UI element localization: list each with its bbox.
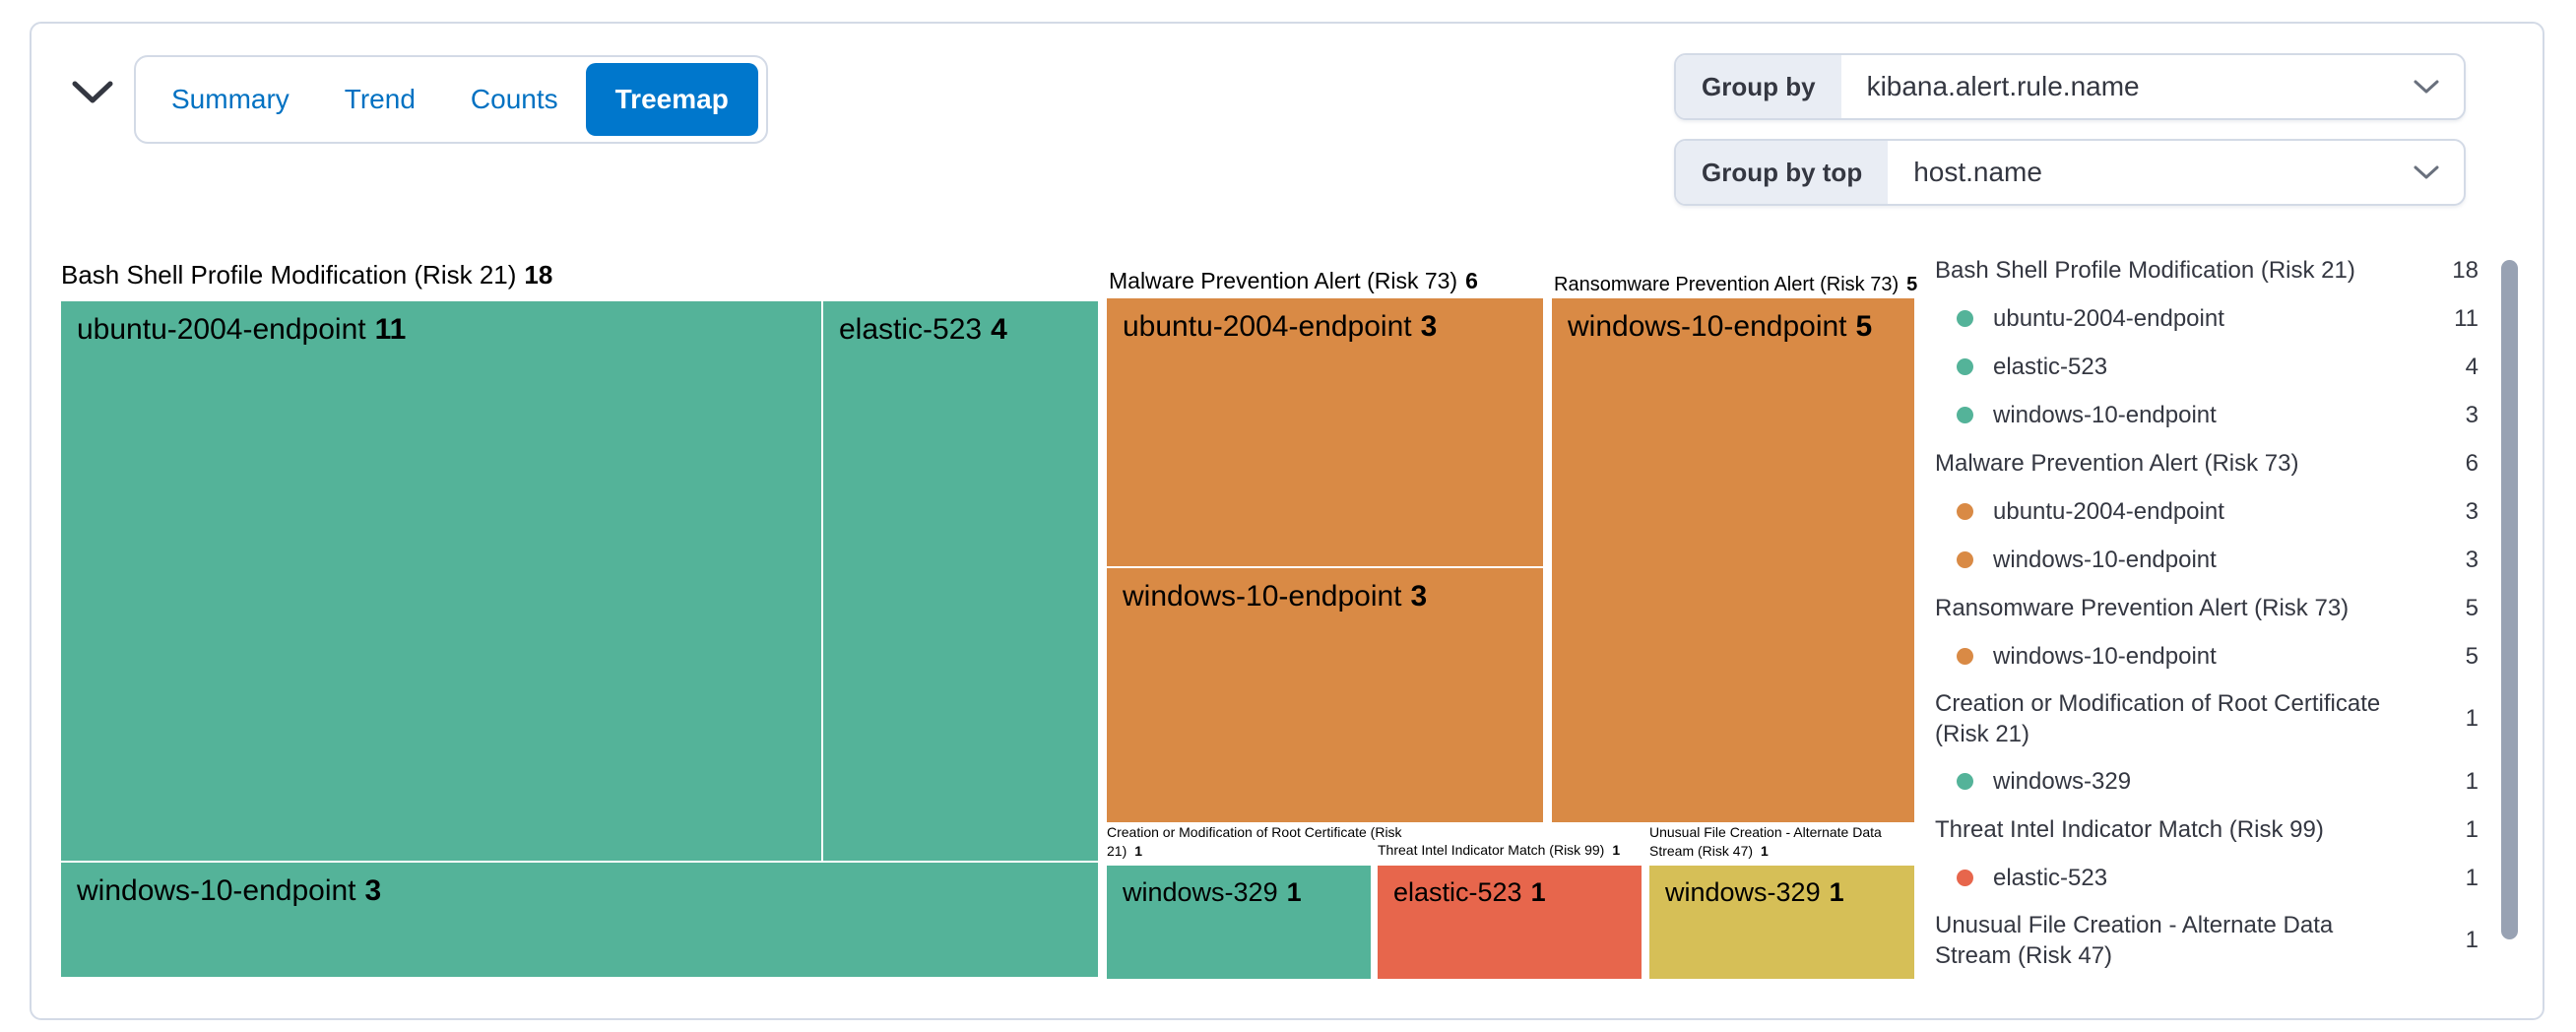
- legend-count: 1: [2465, 767, 2479, 795]
- treemap-group-header-unusual-file: Unusual File Creation - Alternate Data S…: [1649, 824, 1882, 859]
- legend-label: Creation or Modification of Root Certifi…: [1935, 690, 2381, 747]
- legend-label: windows-329: [1993, 768, 2132, 795]
- treemap-group-header-bash-shell: Bash Shell Profile Modification (Risk 21…: [61, 260, 553, 290]
- legend-dot: [1957, 503, 1973, 520]
- legend-scrollbar-thumb[interactable]: [2501, 260, 2518, 939]
- treemap-cell-malware-windows-10-endpoint[interactable]: windows-10-endpoint 3: [1107, 568, 1543, 822]
- legend-row[interactable]: Unusual File Creation - Alternate Data S…: [1935, 902, 2479, 979]
- treemap-group-header-root-certificate: Creation or Modification of Root Certifi…: [1107, 824, 1402, 859]
- legend-label: windows-10-endpoint: [1993, 643, 2217, 670]
- treemap-cell-ransomware-windows-10-endpoint[interactable]: windows-10-endpoint 5: [1552, 298, 1914, 822]
- legend-dot: [1957, 773, 1973, 790]
- legend-label: ubuntu-2004-endpoint: [1993, 305, 2224, 332]
- legend-row[interactable]: elastic-523 1: [1935, 854, 2479, 902]
- legend-dot: [1957, 870, 1973, 886]
- legend-label: windows-10-endpoint: [1993, 402, 2217, 428]
- collapse-panel-button[interactable]: [71, 79, 116, 108]
- group-by-select: Group by kibana.alert.rule.name: [1674, 53, 2466, 120]
- legend-row[interactable]: ubuntu-2004-endpoint 3: [1935, 487, 2479, 536]
- group-by-prepend-label: Group by: [1676, 55, 1841, 118]
- treemap-group-header-ransomware-prevention: Ransomware Prevention Alert (Risk 73) 5: [1554, 274, 1918, 295]
- legend-label: Malware Prevention Alert (Risk 73): [1935, 450, 2299, 477]
- legend-label: Bash Shell Profile Modification (Risk 21…: [1935, 257, 2355, 284]
- legend-count: 1: [2465, 705, 2479, 732]
- tab-counts[interactable]: Counts: [470, 84, 558, 114]
- legend-row[interactable]: windows-10-endpoint 3: [1935, 536, 2479, 584]
- group-by-top-prepend-label: Group by top: [1676, 141, 1889, 204]
- legend-row[interactable]: Threat Intel Indicator Match (Risk 99) 1: [1935, 806, 2479, 854]
- treemap-cell-malware-ubuntu-2004-endpoint[interactable]: ubuntu-2004-endpoint 3: [1107, 298, 1543, 566]
- legend-row[interactable]: windows-10-endpoint 3: [1935, 391, 2479, 439]
- legend-row[interactable]: Ransomware Prevention Alert (Risk 73) 5: [1935, 584, 2479, 632]
- legend-count: 3: [2465, 546, 2479, 573]
- tab-trend[interactable]: Trend: [344, 84, 416, 114]
- treemap-cell-bash-ubuntu-2004-endpoint[interactable]: ubuntu-2004-endpoint 11: [61, 301, 821, 861]
- treemap-legend: Bash Shell Profile Modification (Risk 21…: [1935, 246, 2479, 979]
- legend-label: ubuntu-2004-endpoint: [1993, 498, 2224, 525]
- legend-count: 3: [2465, 497, 2479, 525]
- legend-count: 11: [2454, 304, 2479, 332]
- legend-dot: [1957, 648, 1973, 665]
- treemap-cell-bash-elastic-523[interactable]: elastic-523 4: [823, 301, 1098, 861]
- legend-count: 4: [2465, 353, 2479, 380]
- group-by-selected-option: kibana.alert.rule.name: [1866, 71, 2140, 101]
- view-button-group: Summary Trend Counts Treemap: [134, 55, 768, 144]
- legend-count: 6: [2465, 449, 2479, 477]
- legend-label: Threat Intel Indicator Match (Risk 99): [1935, 816, 2324, 843]
- treemap-cell-root-certificate-windows-329[interactable]: windows-329 1: [1107, 866, 1371, 979]
- alerts-panel: Summary Trend Counts Treemap Group by ki…: [30, 22, 2544, 1020]
- legend-row[interactable]: windows-329 1: [1935, 757, 2479, 806]
- legend-row[interactable]: elastic-523 4: [1935, 343, 2479, 391]
- legend-count: 18: [2452, 256, 2479, 284]
- legend-label: Unusual File Creation - Alternate Data S…: [1935, 912, 2334, 969]
- legend-dot: [1957, 358, 1973, 375]
- treemap-cell-unusual-file-windows-329[interactable]: windows-329 1: [1649, 866, 1914, 979]
- legend-row[interactable]: Malware Prevention Alert (Risk 73) 6: [1935, 439, 2479, 487]
- legend-count: 5: [2465, 594, 2479, 621]
- legend-count: 5: [2465, 642, 2479, 670]
- legend-label: elastic-523: [1993, 354, 2108, 380]
- legend-count: 1: [2465, 815, 2479, 843]
- legend-count: 1: [2465, 927, 2479, 953]
- legend-count: 3: [2465, 401, 2479, 428]
- tab-treemap[interactable]: Treemap: [585, 63, 758, 136]
- chevron-down-icon: [2414, 165, 2439, 179]
- treemap-cell-bash-windows-10-endpoint[interactable]: windows-10-endpoint 3: [61, 863, 1098, 977]
- chevron-down-icon: [72, 81, 113, 103]
- legend-row[interactable]: windows-10-endpoint 5: [1935, 632, 2479, 680]
- group-by-top-value[interactable]: host.name: [1888, 141, 2464, 204]
- legend-label: windows-10-endpoint: [1993, 547, 2217, 573]
- legend-row[interactable]: Bash Shell Profile Modification (Risk 21…: [1935, 246, 2479, 294]
- group-by-top-selected-option: host.name: [1913, 157, 2042, 187]
- legend-dot: [1957, 407, 1973, 423]
- group-by-value[interactable]: kibana.alert.rule.name: [1841, 55, 2464, 118]
- legend-label: Ransomware Prevention Alert (Risk 73): [1935, 595, 2350, 621]
- treemap-group-header-threat-intel: Threat Intel Indicator Match (Risk 99) 1: [1378, 842, 1621, 858]
- legend-count: 1: [2465, 864, 2479, 891]
- legend-label: elastic-523: [1993, 865, 2108, 891]
- tab-summary[interactable]: Summary: [171, 84, 290, 114]
- chevron-down-icon: [2414, 80, 2439, 94]
- legend-dot: [1957, 551, 1973, 568]
- legend-row[interactable]: ubuntu-2004-endpoint 11: [1935, 294, 2479, 343]
- treemap-group-header-malware-prevention: Malware Prevention Alert (Risk 73) 6: [1109, 268, 1478, 293]
- treemap-cell-threat-intel-elastic-523[interactable]: elastic-523 1: [1378, 866, 1642, 979]
- legend-row[interactable]: Creation or Modification of Root Certifi…: [1935, 680, 2479, 757]
- group-by-top-select: Group by top host.name: [1674, 139, 2466, 206]
- legend-dot: [1957, 310, 1973, 327]
